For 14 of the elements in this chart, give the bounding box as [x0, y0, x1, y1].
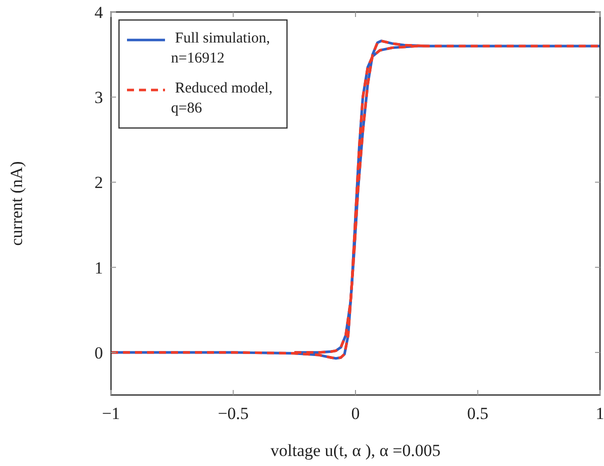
- x-axis-title: voltage u(t, α ), α =0.005: [270, 441, 440, 460]
- x-tick-label: 0: [351, 404, 360, 423]
- y-axis-title: current (nA): [7, 161, 26, 246]
- y-tick-label: 4: [94, 2, 104, 22]
- x-tick-label: −0.5: [218, 404, 249, 423]
- y-tick-label: 2: [94, 173, 103, 192]
- y-tick-label: 3: [94, 88, 103, 108]
- legend-label: Reduced model, q=86: [171, 80, 272, 116]
- y-tick-label: 1: [94, 258, 103, 278]
- x-tick-label: 1: [596, 404, 604, 423]
- y-tick-label: 0: [94, 343, 103, 362]
- legend-label: Full simulation, n=16912: [171, 30, 270, 66]
- x-tick-label: 0.5: [467, 404, 488, 423]
- x-tick-label: −1: [102, 404, 120, 423]
